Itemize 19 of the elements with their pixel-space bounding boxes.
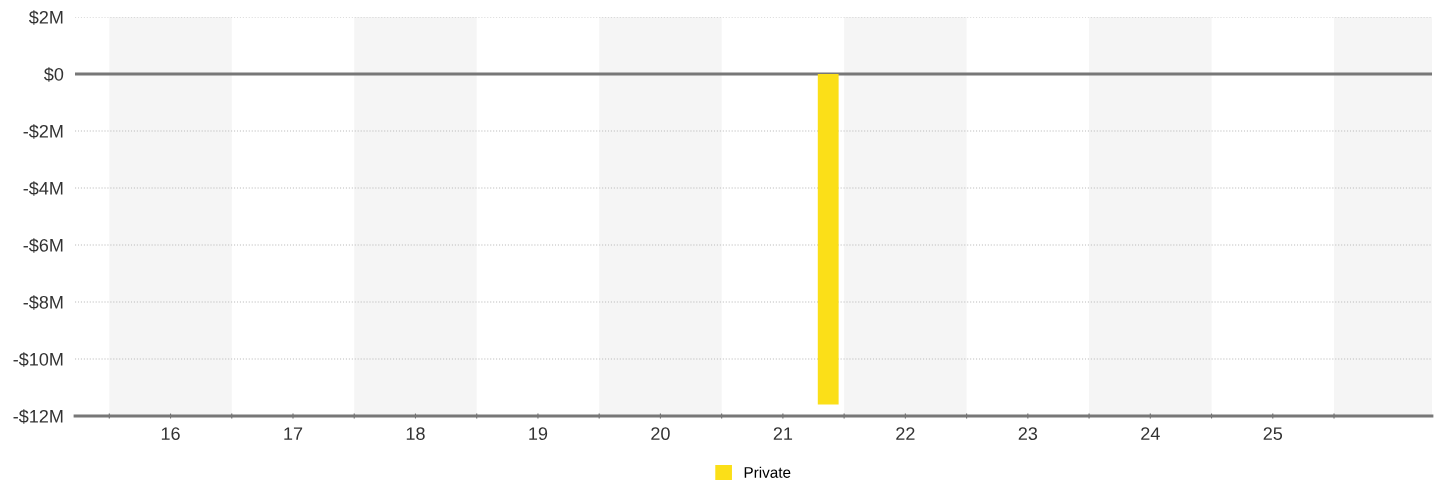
y-tick-label: -$6M — [23, 238, 63, 253]
y-tick-label: -$8M — [23, 295, 63, 310]
x-tick-label: 19 — [529, 427, 548, 441]
x-tick-label: 20 — [651, 427, 670, 441]
x-tick-label: 25 — [1263, 427, 1283, 441]
y-tick-label: -$12M — [13, 409, 63, 424]
legend-label: Private — [744, 466, 791, 478]
x-tick-label: 21 — [773, 427, 793, 440]
y-tick-label: -$4M — [23, 181, 63, 196]
y-tick-label: $2M — [28, 10, 63, 25]
y-tick-label: -$2M — [23, 124, 63, 139]
x-tick-label: 22 — [896, 427, 915, 440]
y-tick-label: $0 — [44, 67, 64, 82]
x-tick-label: 23 — [1018, 427, 1038, 441]
x-tick-label: 18 — [406, 427, 425, 441]
y-tick-label: -$10M — [13, 352, 63, 367]
x-tick-label: 24 — [1141, 427, 1160, 440]
x-tick-label: 16 — [161, 427, 180, 441]
x-tick-label: 17 — [284, 427, 303, 440]
